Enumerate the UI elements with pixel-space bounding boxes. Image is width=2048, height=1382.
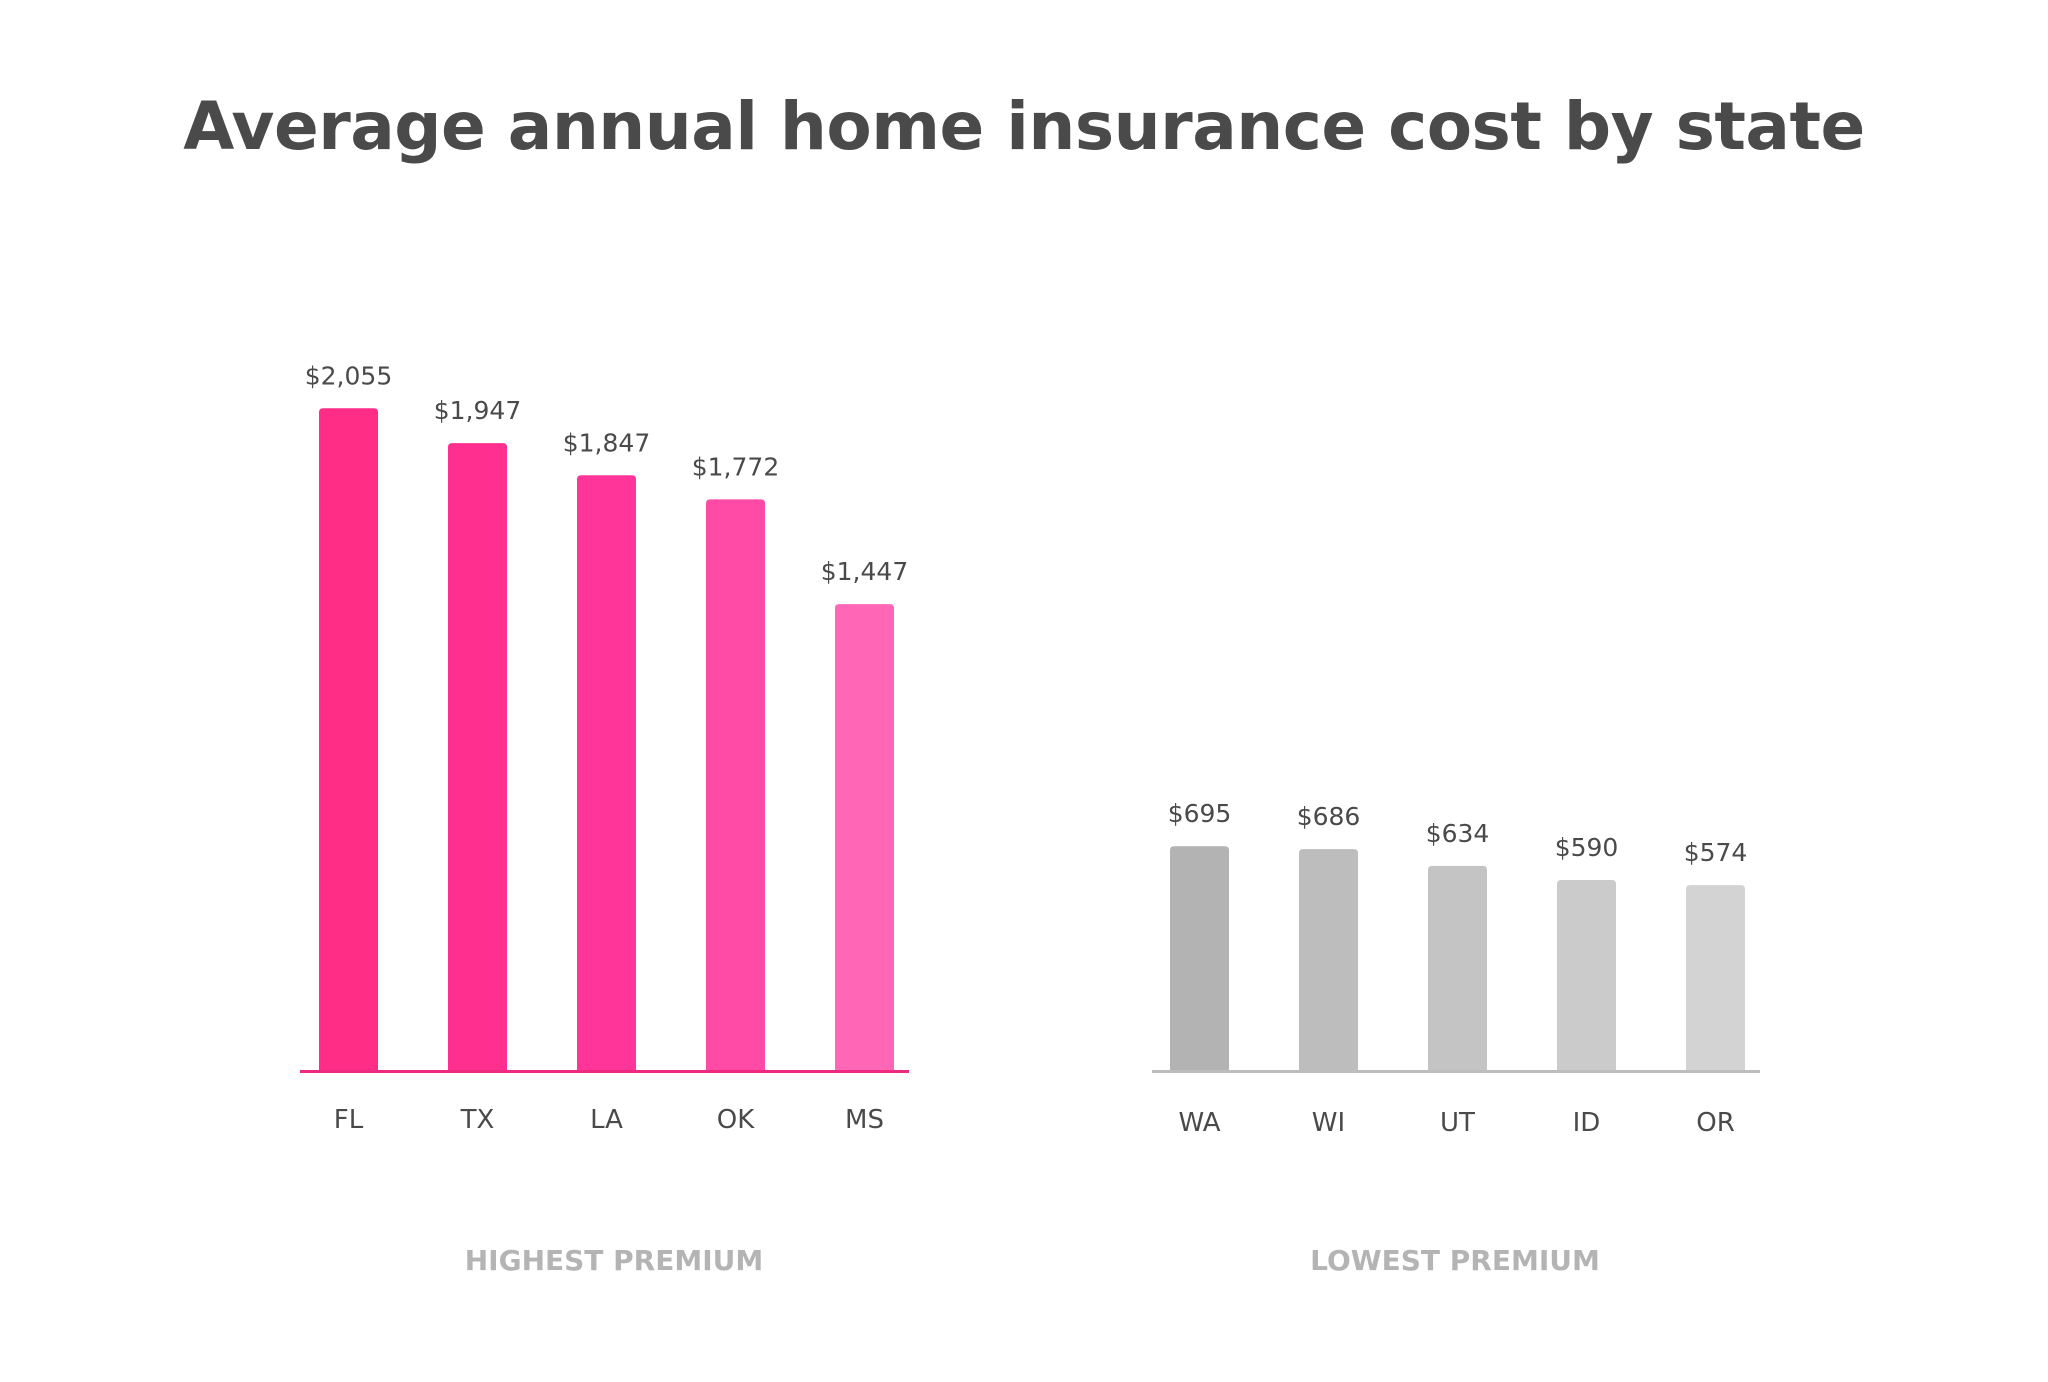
x-tick-label-tx: TX: [460, 1105, 495, 1135]
bar-ok: [706, 499, 765, 1070]
data-label-ok: $1,772: [692, 452, 779, 481]
lowest-premium-subtitle: LOWEST PREMIUM: [1310, 1244, 1600, 1277]
data-label-ms: $1,447: [821, 557, 908, 586]
x-tick-label-id: ID: [1573, 1108, 1601, 1138]
highest-premium-chart: $2,055 FL $1,947 TX $1,847 LA $1,772 OK $1,447 MS…: [300, 361, 909, 1277]
data-label-tx: $1,947: [434, 396, 521, 425]
bar-ut: [1428, 865, 1487, 1070]
data-label-wi: $686: [1297, 802, 1361, 831]
bar-fl: [319, 408, 378, 1070]
x-tick-label-fl: FL: [334, 1105, 364, 1135]
bar-ms: [835, 604, 894, 1070]
data-label-la: $1,847: [563, 428, 650, 457]
bar-wi: [1299, 849, 1358, 1070]
highest-premium-subtitle: HIGHEST PREMIUM: [465, 1244, 764, 1277]
bar-la: [577, 475, 636, 1070]
x-tick-label-or: OR: [1696, 1108, 1735, 1138]
chart-title: Average annual home insurance cost by st…: [183, 88, 1865, 165]
x-tick-label-ok: OK: [717, 1105, 755, 1135]
data-label-fl: $2,055: [305, 361, 392, 390]
data-label-id: $590: [1555, 833, 1619, 862]
data-label-ut: $634: [1426, 819, 1490, 848]
x-tick-label-wa: WA: [1178, 1108, 1220, 1138]
bar-tx: [448, 443, 507, 1070]
x-tick-label-ms: MS: [845, 1105, 884, 1135]
x-tick-label-wi: WI: [1312, 1108, 1345, 1138]
data-label-or: $574: [1684, 838, 1748, 867]
data-label-wa: $695: [1168, 799, 1232, 828]
lowest-premium-chart: $695 WA $686 WI $634 UT $590 ID $574 OR LOWEST PRE…: [1152, 799, 1760, 1277]
bar-or: [1686, 885, 1745, 1070]
x-tick-label-ut: UT: [1440, 1108, 1475, 1138]
bar-id: [1557, 880, 1616, 1070]
x-tick-label-la: LA: [590, 1105, 623, 1135]
bar-wa: [1170, 846, 1229, 1070]
